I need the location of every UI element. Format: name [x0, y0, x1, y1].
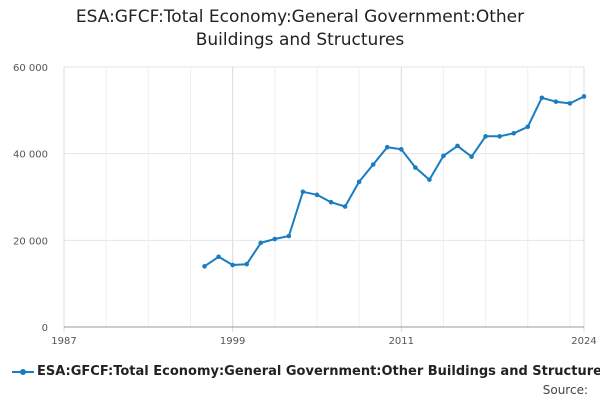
legend[interactable]: ESA:GFCF:Total Economy:General Governmen… [12, 364, 600, 379]
x-tick-label: 1987 [51, 336, 76, 347]
series-layer [202, 94, 587, 269]
series-line [203, 95, 585, 268]
legend-series-marker-icon [12, 366, 34, 378]
data-point[interactable] [370, 162, 376, 167]
data-point[interactable] [342, 204, 348, 209]
data-point[interactable] [427, 177, 432, 182]
y-tick-label: 40 000 [13, 150, 48, 161]
chart-title-line-1: ESA:GFCF:Total Economy:General Governmen… [75, 7, 525, 27]
data-point[interactable] [413, 165, 418, 170]
data-point[interactable] [398, 147, 404, 152]
data-point[interactable] [469, 154, 474, 159]
data-point[interactable] [272, 236, 278, 242]
x-tick-label: 2011 [389, 336, 414, 347]
legend-series-label: ESA:GFCF:Total Economy:General Governmen… [37, 364, 600, 379]
y-axis-tick-labels: 0 20 000 40 000 60 000 [13, 63, 48, 334]
data-point[interactable] [300, 189, 306, 195]
x-tick-label: 1999 [220, 336, 245, 347]
y-tick-label: 20 000 [13, 236, 48, 247]
data-point[interactable] [230, 262, 235, 268]
data-point[interactable] [286, 233, 292, 239]
data-point[interactable] [497, 134, 502, 139]
data-point[interactable] [314, 192, 320, 198]
data-point[interactable] [581, 94, 587, 99]
data-point[interactable] [539, 95, 545, 101]
data-point[interactable] [553, 99, 559, 104]
y-gridlines [64, 66, 584, 241]
data-point[interactable] [328, 199, 334, 205]
data-point[interactable] [258, 240, 264, 246]
data-point[interactable] [441, 153, 446, 159]
data-point[interactable] [525, 124, 531, 130]
y-tick-label: 60 000 [13, 63, 48, 74]
data-point[interactable] [216, 254, 221, 260]
data-point[interactable] [455, 143, 460, 149]
x-axis-tick-labels: 1987 1999 2011 2024 [51, 336, 596, 347]
data-point[interactable] [202, 264, 207, 269]
data-point[interactable] [244, 261, 250, 267]
data-point[interactable] [384, 144, 390, 150]
data-point[interactable] [567, 101, 573, 106]
data-point[interactable] [511, 131, 517, 136]
chart-title-line-2: Buildings and Structures [195, 30, 405, 50]
source-label: Source: [542, 383, 588, 397]
data-point[interactable] [483, 134, 488, 139]
x-tick-label: 2024 [571, 336, 596, 347]
data-point[interactable] [356, 179, 362, 185]
chart-title: ESA:GFCF:Total Economy:General Governmen… [0, 6, 600, 52]
y-tick-label: 0 [42, 323, 48, 334]
